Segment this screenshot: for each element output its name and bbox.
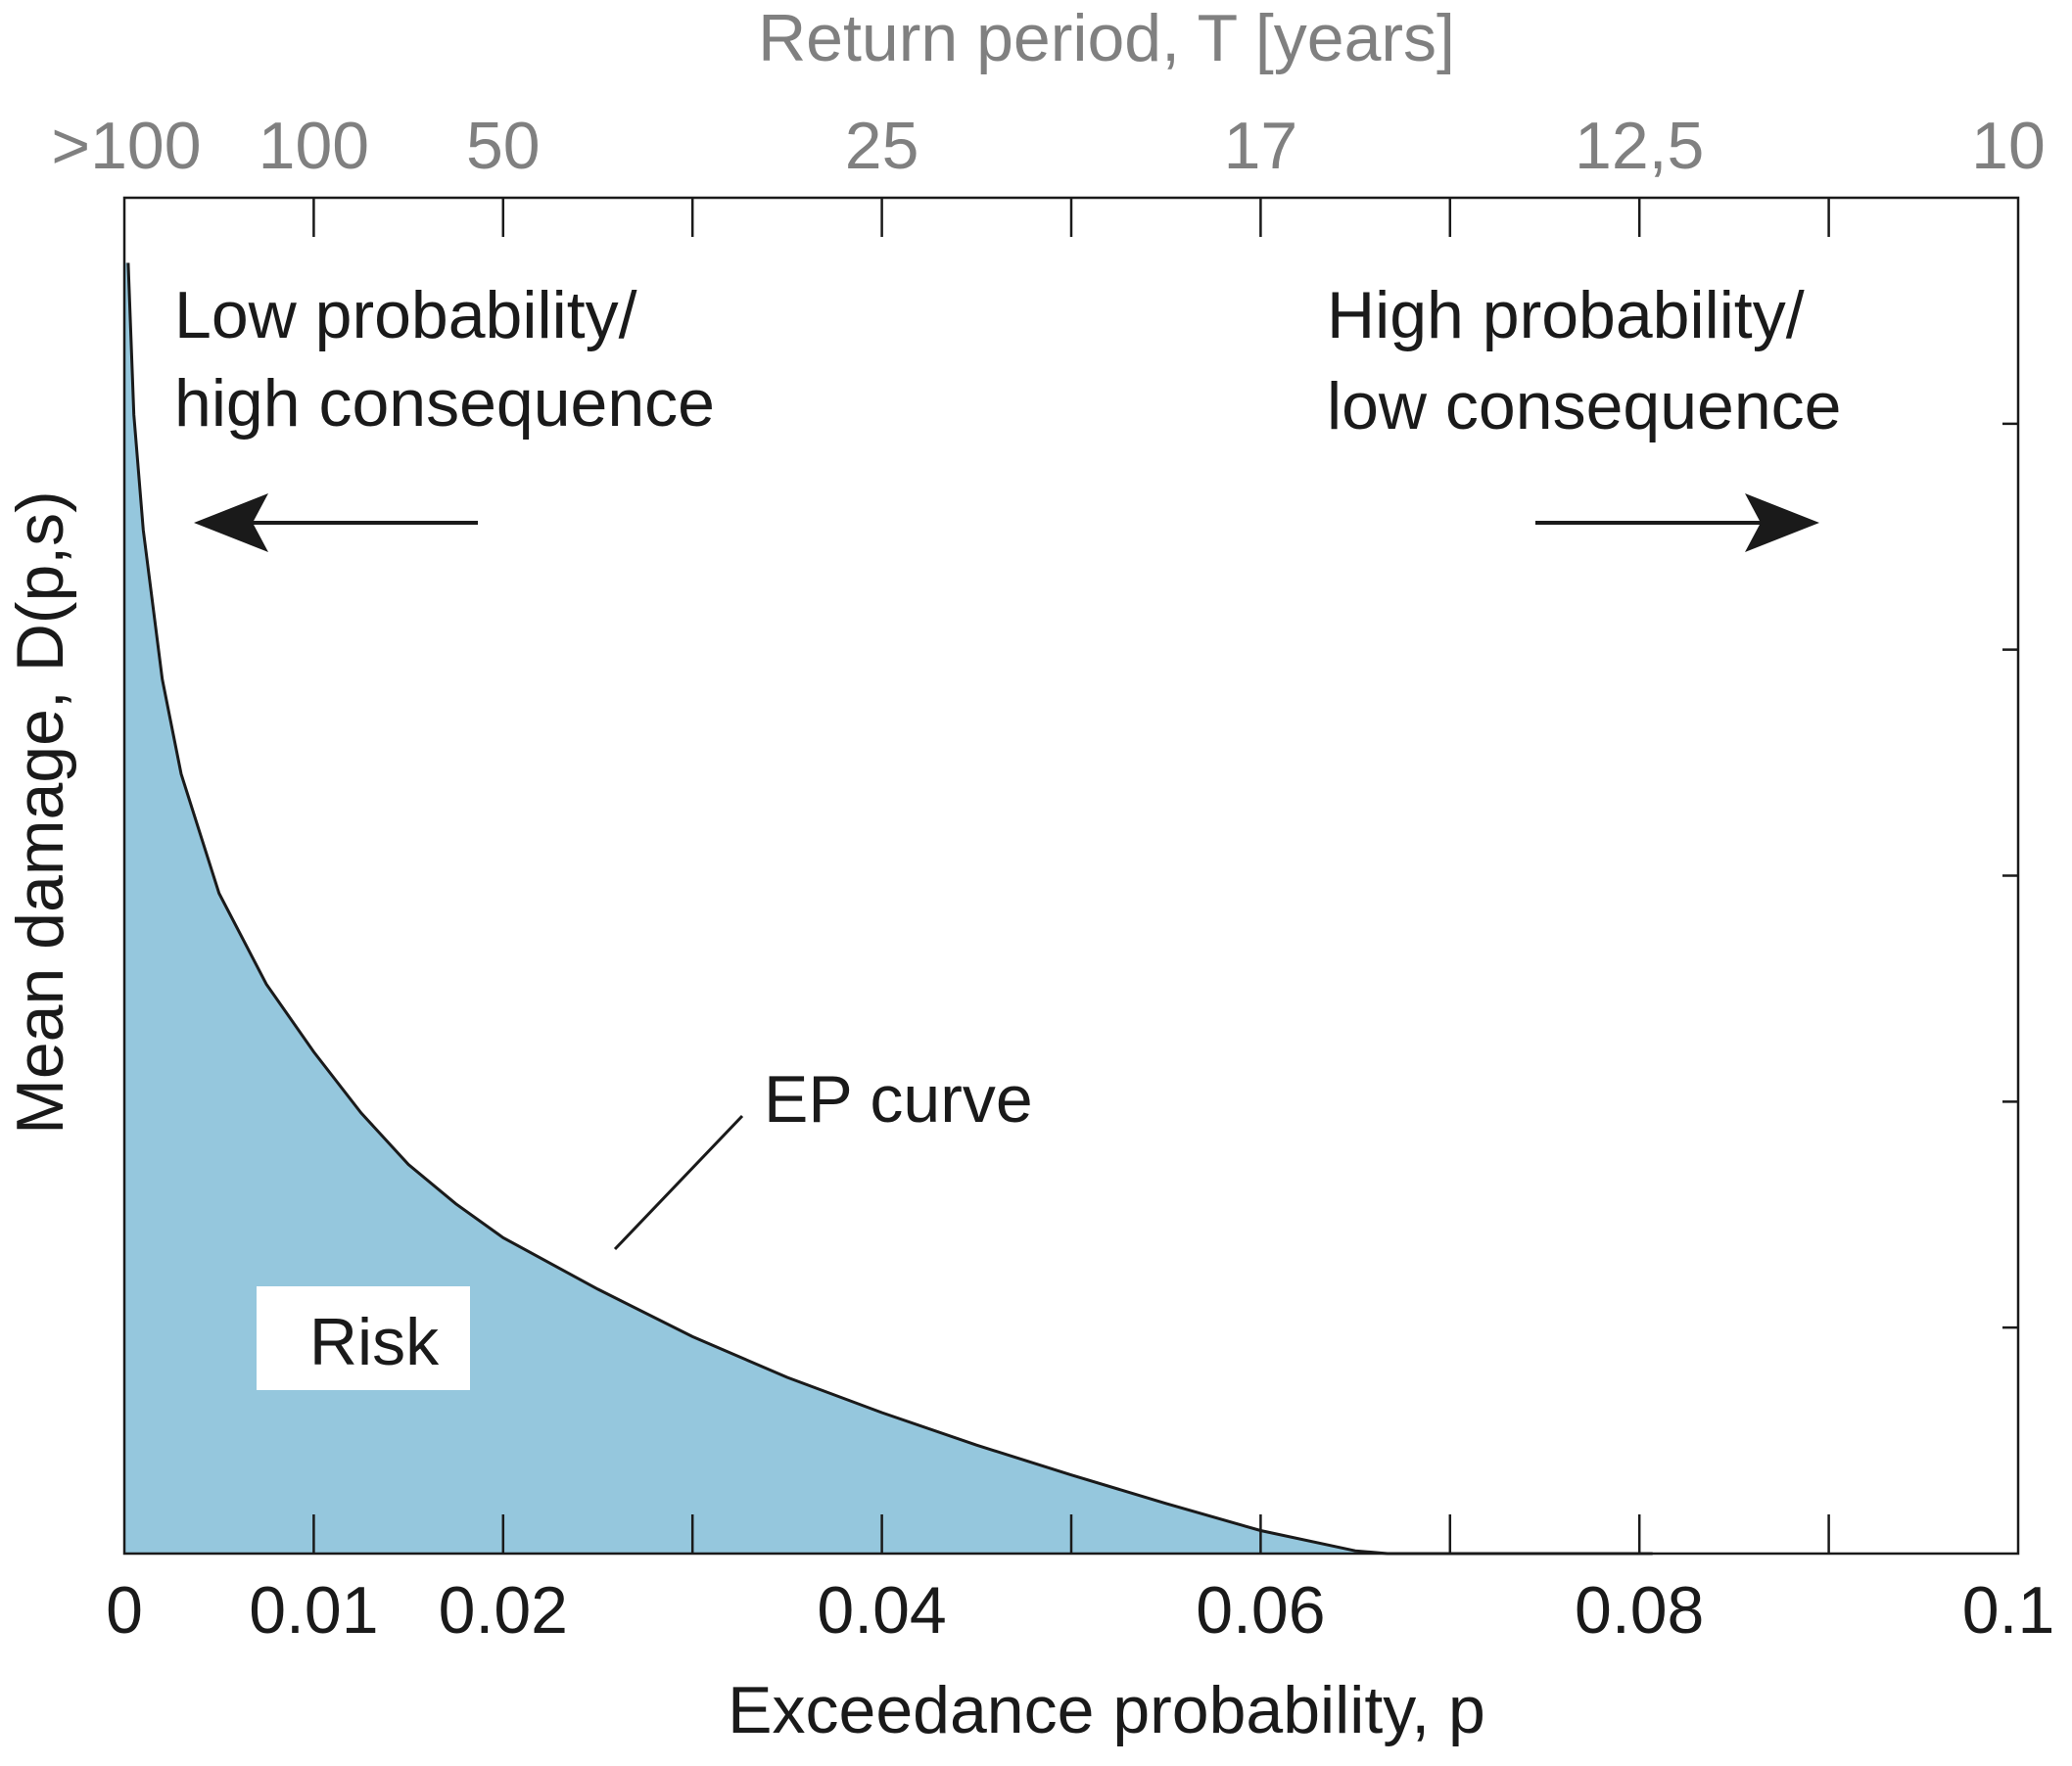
high-probability-label-line2: low consequence [1327,369,1841,443]
x-tick-label: 0.1 [1962,1573,2055,1648]
top-ticks [312,198,1830,237]
y-axis-title: Mean damage, D(p,s) [3,490,77,1135]
risk-label: Risk [309,1305,440,1379]
top-tick-label: >100 [51,109,201,183]
right-ticks [2002,422,2018,1329]
top-tick-label: 25 [845,109,919,183]
right-arrow-icon [1535,493,1819,552]
ep-curve-label: EP curve [764,1062,1033,1137]
top-tick-label: 17 [1224,109,1298,183]
x-tick-label: 0.08 [1575,1573,1704,1648]
low-probability-label-line2: high consequence [174,366,715,441]
top-axis-title: Return period, T [years] [758,1,1455,75]
top-tick-labels: >100 100 50 25 17 12,5 10 [51,109,2045,183]
top-tick-label: 12,5 [1575,109,1704,183]
bottom-ticks [312,1514,1830,1554]
x-tick-label: 0.04 [817,1573,946,1648]
x-tick-label: 0 [106,1573,143,1648]
bottom-tick-labels: 0 0.01 0.02 0.04 0.06 0.08 0.1 [106,1573,2054,1648]
risk-area [124,262,1653,1554]
ep-curve-line [126,262,1653,1556]
low-probability-label-line1: Low probability/ [174,278,637,352]
top-tick-label: 100 [259,109,369,183]
ep-curve-pointer [613,1114,744,1251]
x-tick-label: 0.01 [249,1573,378,1648]
risk-label-box [257,1286,470,1390]
x-tick-label: 0.02 [439,1573,568,1648]
high-probability-label-line1: High probability/ [1327,278,1805,352]
x-axis-title: Exceedance probability, p [728,1673,1485,1747]
top-tick-label: 50 [466,109,541,183]
top-tick-label: 10 [1971,109,2046,183]
left-arrow-icon [194,493,478,552]
x-tick-label: 0.06 [1196,1573,1325,1648]
